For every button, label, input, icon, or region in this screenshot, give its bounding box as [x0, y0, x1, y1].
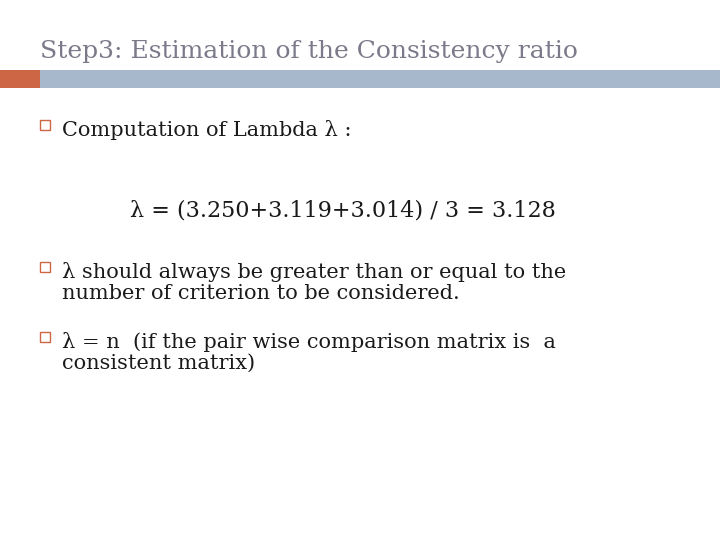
- Text: λ = n  (if the pair wise comparison matrix is  a: λ = n (if the pair wise comparison matri…: [62, 332, 556, 352]
- Bar: [40, 120, 50, 130]
- Bar: [40, 70, 720, 88]
- Bar: [40, 262, 50, 272]
- Text: consistent matrix): consistent matrix): [62, 354, 255, 373]
- Text: Step3: Estimation of the Consistency ratio: Step3: Estimation of the Consistency rat…: [40, 40, 578, 63]
- Bar: [0, 70, 40, 88]
- Text: λ = (3.250+3.119+3.014) / 3 = 3.128: λ = (3.250+3.119+3.014) / 3 = 3.128: [130, 200, 556, 222]
- Bar: [40, 332, 50, 342]
- Text: number of criterion to be considered.: number of criterion to be considered.: [62, 284, 460, 303]
- Text: Computation of Lambda λ :: Computation of Lambda λ :: [62, 120, 351, 140]
- Text: λ should always be greater than or equal to the: λ should always be greater than or equal…: [62, 262, 566, 282]
